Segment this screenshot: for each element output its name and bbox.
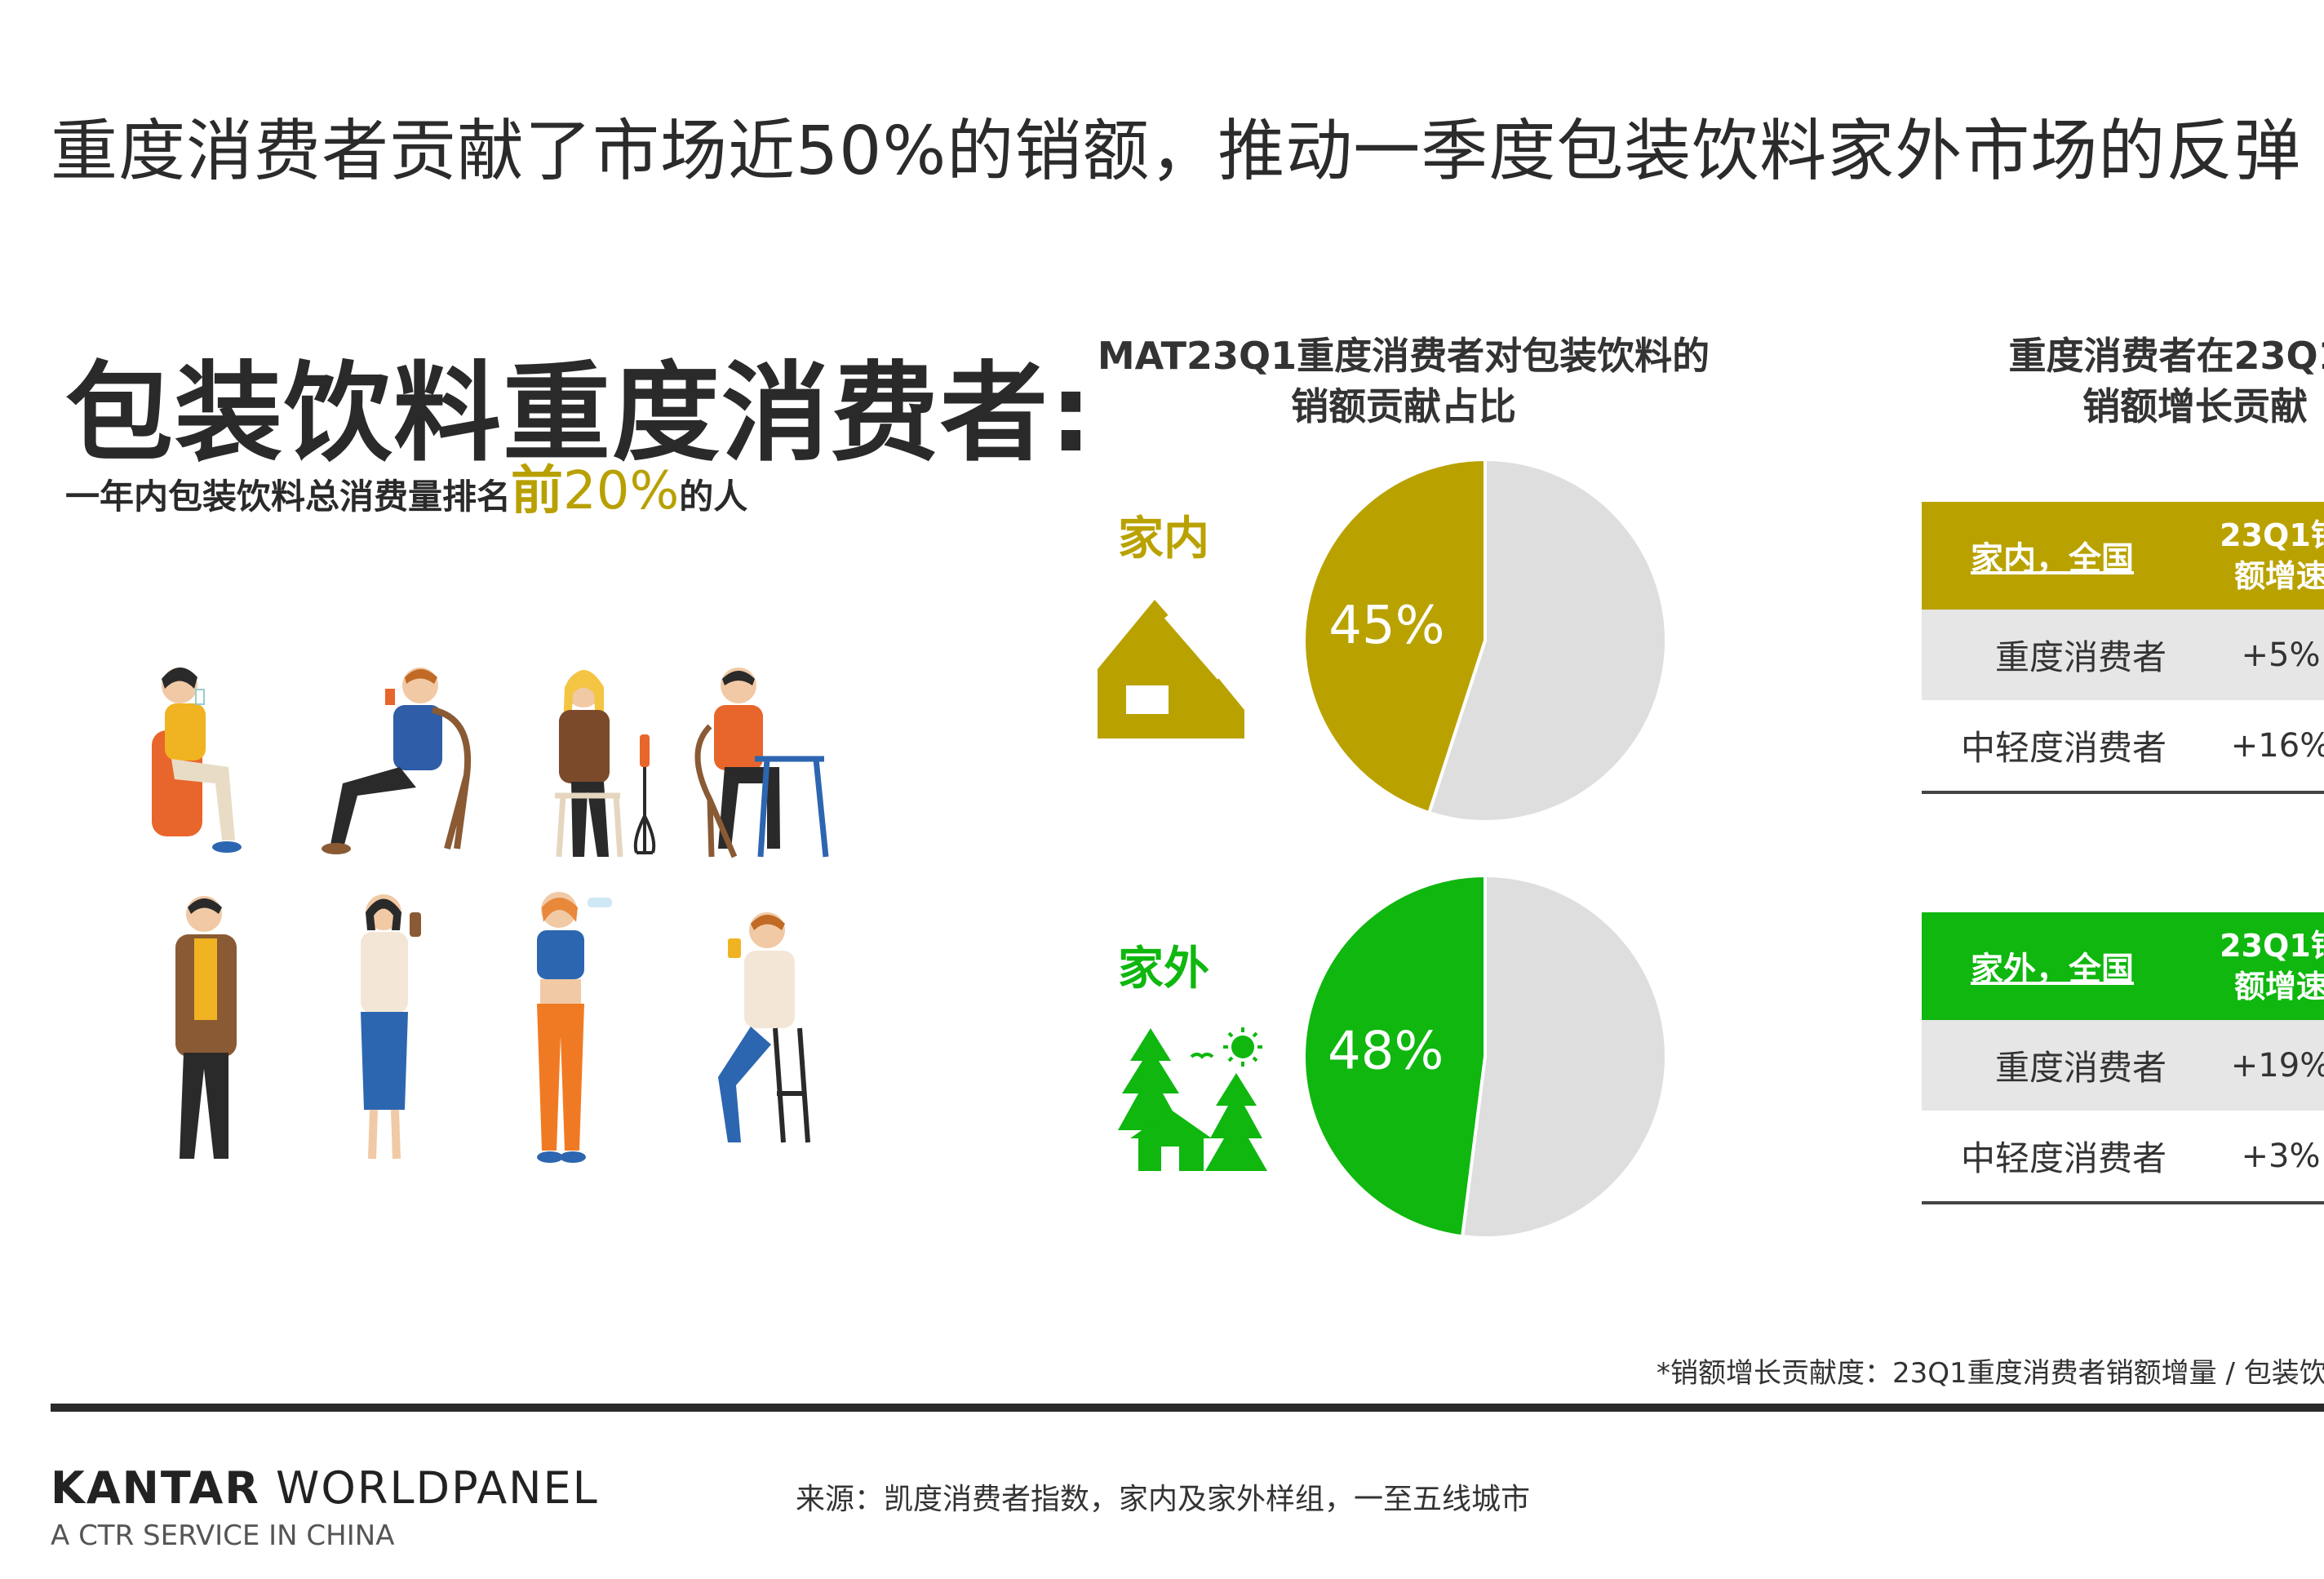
- hero-title: 包装饮料重度消费者:: [65, 351, 1094, 477]
- table-header-metric: 23Q1销 额增速: [2183, 515, 2324, 597]
- pie-data-label: 45%: [1328, 596, 1444, 656]
- away-growth-table: 家外，全国 23Q1销 额增速 重度消费者 +19% 中轻度消费者 +3%: [1922, 912, 2324, 1204]
- house-icon: [1098, 600, 1244, 738]
- row-value: +5%: [2241, 636, 2321, 674]
- pie-slice-heavy: [1302, 457, 1487, 815]
- hero-sub-prefix: 一年内包装饮料总消费量排名: [65, 477, 512, 517]
- hero-sub-percent: 20%: [563, 461, 680, 521]
- table-row: 中轻度消费者 +3%: [1922, 1111, 2324, 1201]
- metric-line2: 额增速: [2233, 969, 2324, 1005]
- hero-sub-suffix: 的人: [679, 477, 748, 517]
- hero-sub-highlight: 前: [511, 461, 564, 521]
- chart-title-line1: MAT23Q1重度消费者对包装饮料的: [1097, 334, 1710, 378]
- brand-tagline: A CTR SERVICE IN CHINA: [51, 1519, 395, 1552]
- footer-divider: [51, 1404, 2324, 1412]
- home-label: 家内: [1118, 512, 1209, 566]
- table-row: 重度消费者 +5%: [1922, 610, 2324, 700]
- table-header-metric: 23Q1销 额增速: [2183, 925, 2324, 1007]
- row-label: 重度消费者: [1994, 1048, 2167, 1088]
- person-standing-1: [175, 896, 237, 1159]
- person-sitting-4: [694, 668, 829, 858]
- table-bottom-rule: [1922, 791, 2324, 794]
- brand-name-thin: WORLDPANEL: [259, 1462, 599, 1514]
- growth-title-line1: 重度消费者在23Q1对: [2008, 334, 2324, 378]
- metric-line2: 额增速: [2233, 558, 2324, 594]
- row-label: 中轻度消费者: [1960, 728, 2167, 768]
- pie-slice-rest: [1426, 457, 1668, 823]
- outdoor-trees-icon: [1118, 1027, 1267, 1171]
- chart-title-line2: 销额贡献占比: [1291, 384, 1516, 428]
- pie-slice-rest: [1460, 873, 1668, 1240]
- person-standing-3: [537, 892, 612, 1163]
- table-bottom-rule: [1922, 1201, 2324, 1204]
- person-sitting-3: [555, 670, 656, 858]
- brand-logo: KANTAR WORLDPANEL: [51, 1462, 599, 1514]
- person-standing-4: [718, 912, 810, 1143]
- table-header-region: 家外，全国: [1971, 951, 2134, 988]
- hero-subtitle: 一年内包装饮料总消费量排名前20%的人: [65, 449, 747, 524]
- growth-title-line2: 销额增长贡献: [2082, 384, 2308, 428]
- people-drinking-illustration: [152, 667, 829, 1163]
- person-sitting-1: [152, 667, 242, 853]
- row-value: +3%: [2241, 1137, 2321, 1175]
- brand-name-bold: KANTAR: [51, 1462, 260, 1514]
- metric-line1: 23Q1销: [2220, 928, 2324, 964]
- chart-title: MAT23Q1重度消费者对包装饮料的 销额贡献占比: [1077, 330, 1730, 432]
- row-label: 中轻度消费者: [1960, 1138, 2167, 1178]
- pie-data-label: 48%: [1328, 1021, 1444, 1081]
- pie-charts: 45% 48%: [1302, 457, 1668, 1240]
- home-growth-table: 家内，全国 23Q1销 额增速 重度消费者 +5% 中轻度消费者 +16%: [1922, 502, 2324, 794]
- row-label: 重度消费者: [1994, 637, 2167, 677]
- table-header-region: 家内，全国: [1971, 540, 2134, 578]
- row-value: +16%: [2230, 726, 2324, 765]
- row-value: +19%: [2230, 1046, 2324, 1084]
- metric-line1: 23Q1销: [2220, 517, 2324, 553]
- table-header: 家外，全国 23Q1销 额增速: [1922, 912, 2324, 1020]
- person-standing-2: [361, 894, 421, 1160]
- footnote: *销额增长贡献度：23Q1重度消费者销额增量 / 包装饮料: [1657, 1357, 2324, 1390]
- table-header: 家内，全国 23Q1销 额增速: [1922, 502, 2324, 610]
- source-note: 来源：凯度消费者指数，家内及家外样组，一至五线城市: [796, 1483, 1531, 1516]
- pie-slice-heavy: [1302, 873, 1487, 1239]
- table-row: 中轻度消费者 +16%: [1922, 700, 2324, 791]
- page-title: 重度消费者贡献了市场近50%的销额，推动一季度包装饮料家外市场的反弹: [51, 113, 2302, 190]
- away-label: 家外: [1118, 943, 1209, 996]
- person-sitting-2: [322, 668, 471, 854]
- growth-title: 重度消费者在23Q1对 销额增长贡献: [1869, 330, 2324, 432]
- table-row: 重度消费者 +19%: [1922, 1020, 2324, 1111]
